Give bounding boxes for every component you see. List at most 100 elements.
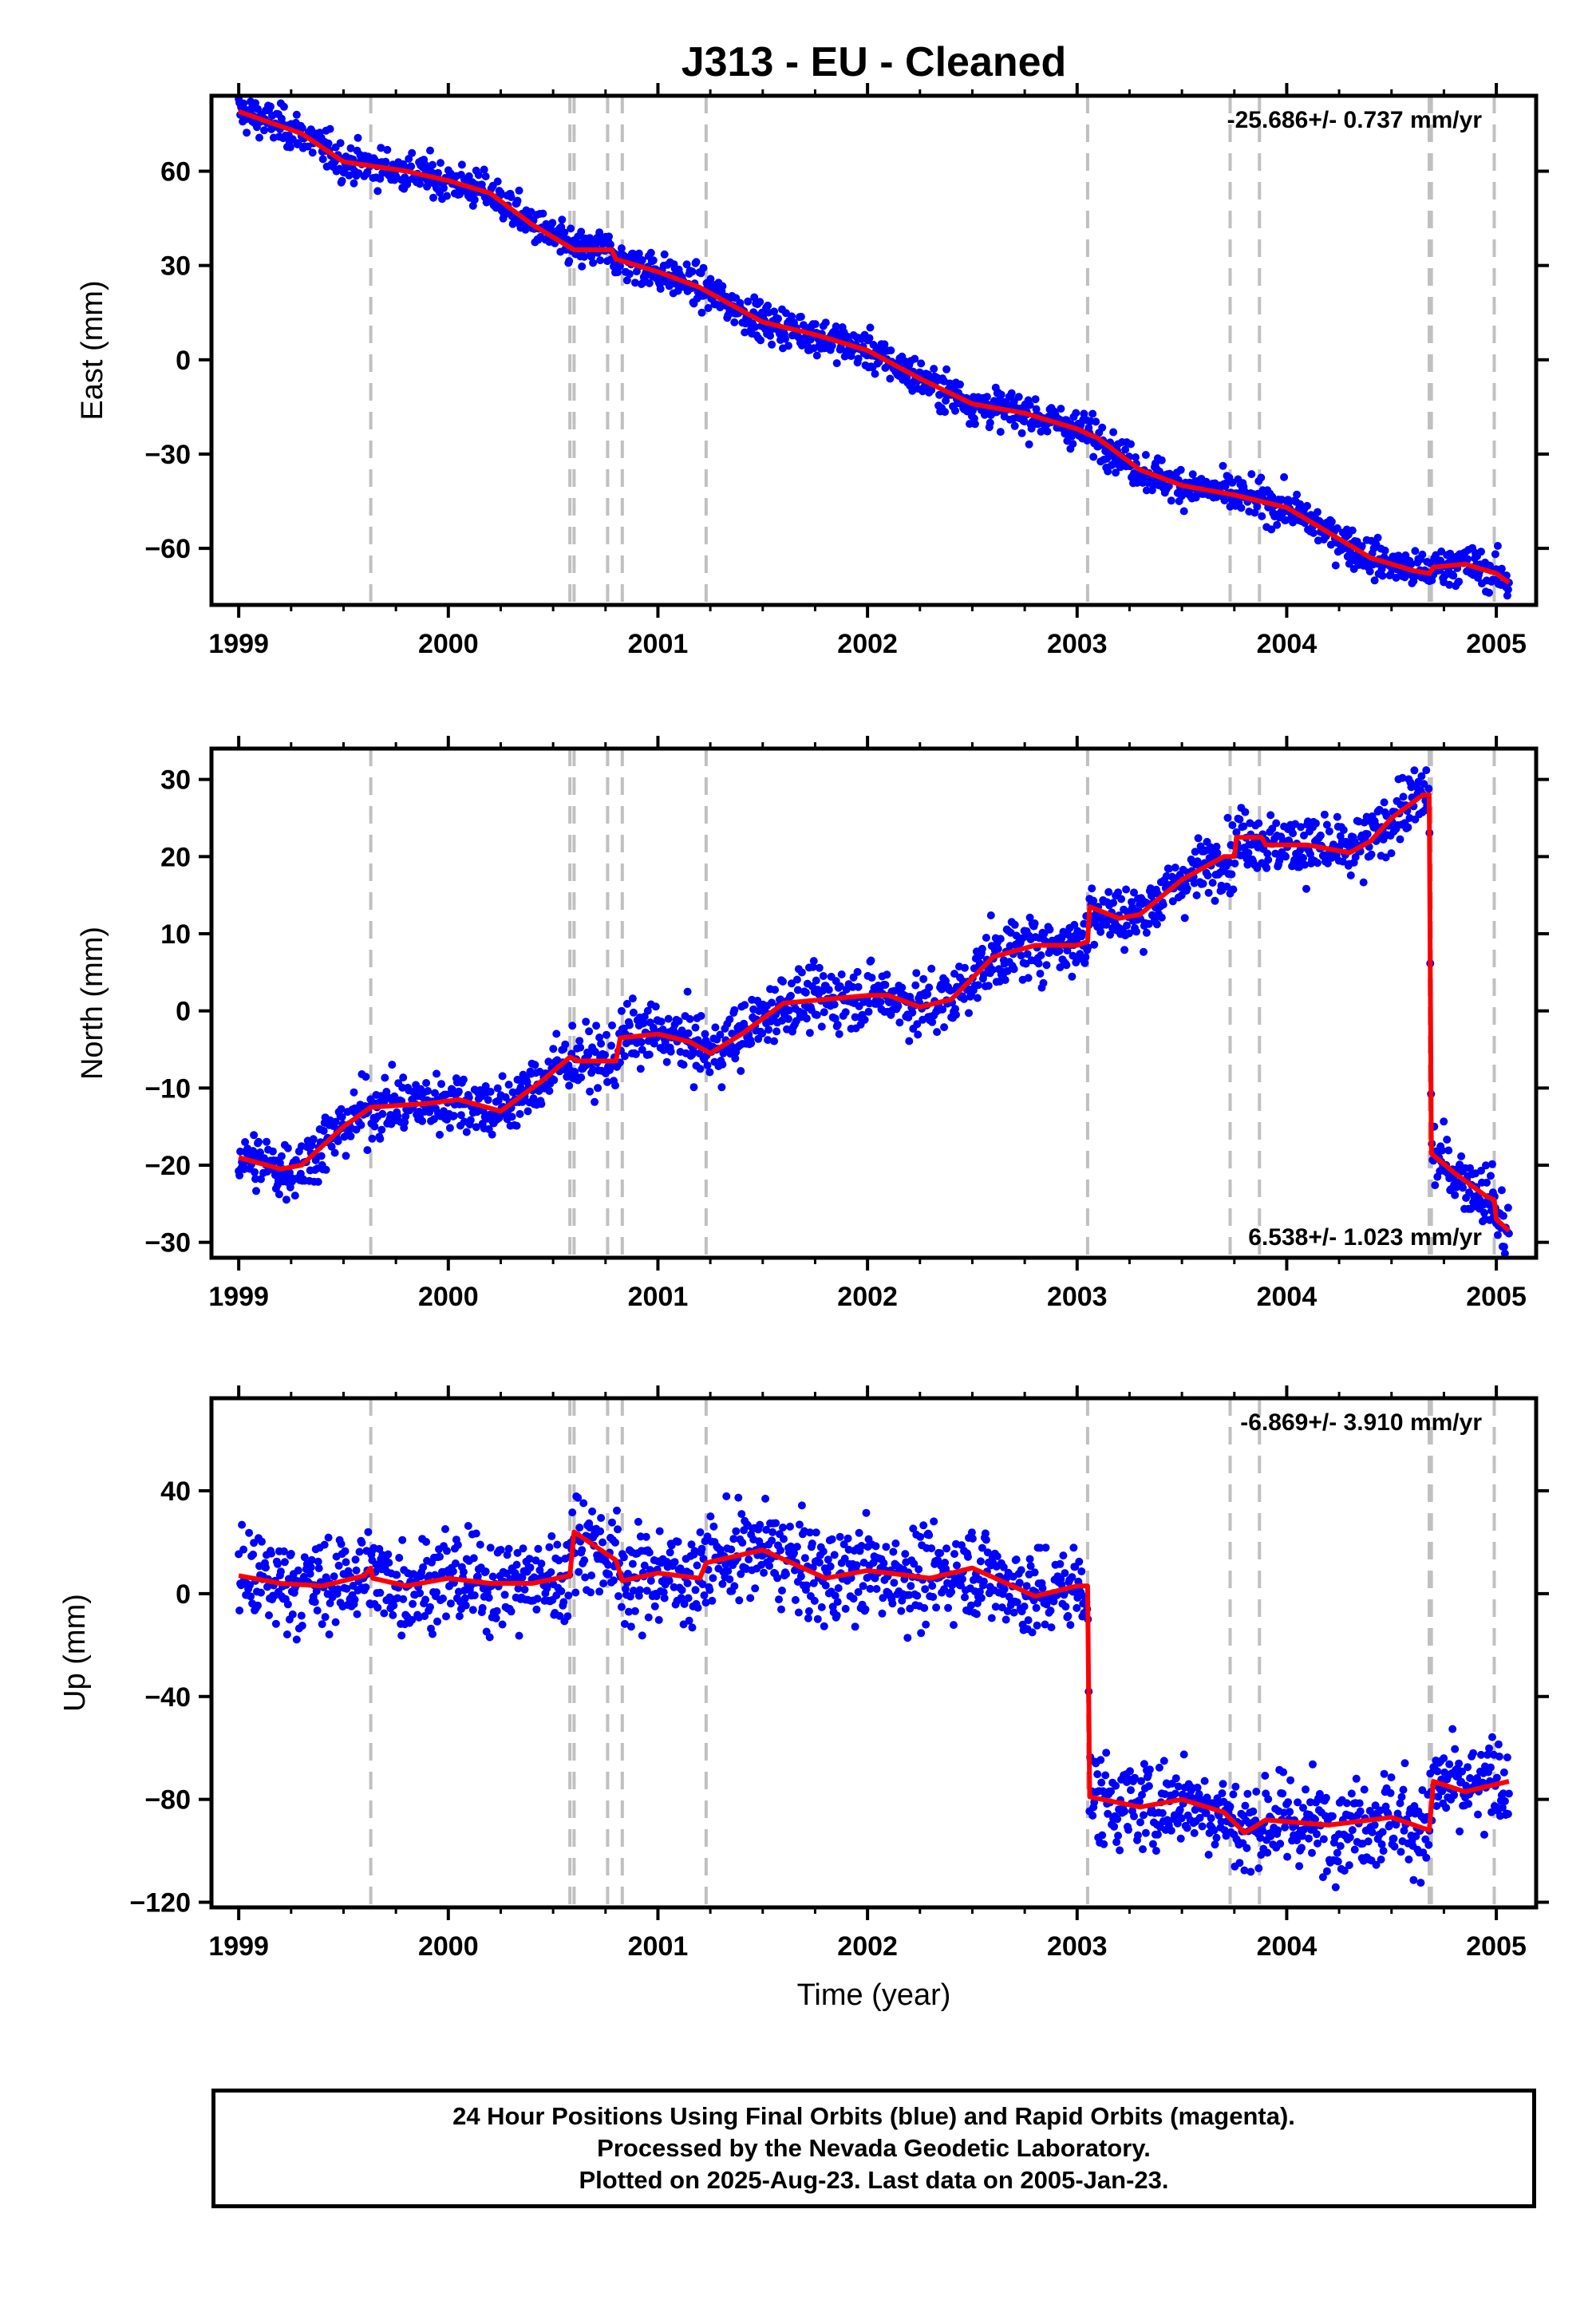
up-data-point [857, 1542, 866, 1550]
east-data-point [434, 168, 442, 177]
east-data-point [481, 172, 490, 180]
up-data-point [1195, 1790, 1203, 1799]
up-data-point [921, 1585, 930, 1594]
north-data-point [508, 1113, 516, 1121]
north-data-point [283, 1144, 292, 1152]
up-data-point [545, 1543, 554, 1551]
east-data-point [970, 420, 979, 429]
up-data-point [979, 1577, 988, 1586]
north-data-point [819, 972, 828, 980]
north-data-point [938, 985, 946, 994]
north-data-point [1302, 884, 1310, 893]
east-data-point [243, 128, 251, 137]
up-data-point [262, 1563, 270, 1572]
up-data-point [1061, 1603, 1070, 1611]
up-data-point [1231, 1782, 1240, 1791]
up-data-point [941, 1559, 950, 1567]
north-data-point [1477, 1166, 1485, 1175]
up-data-point [1077, 1567, 1086, 1575]
up-data-point [306, 1563, 315, 1571]
east-data-point [354, 133, 362, 142]
east-data-point [622, 276, 631, 285]
east-data-point [1025, 440, 1033, 449]
up-data-point [823, 1568, 832, 1577]
up-data-point [605, 1570, 613, 1579]
north-data-point [565, 1081, 574, 1090]
up-data-point [1174, 1782, 1183, 1791]
up-data-point [1314, 1839, 1321, 1848]
up-data-point [1308, 1848, 1316, 1857]
north-data-point [1003, 966, 1012, 975]
up-data-point [515, 1631, 523, 1640]
up-data-point [1229, 1790, 1238, 1799]
north-data-point [418, 1117, 427, 1125]
up-data-point [351, 1555, 360, 1564]
up-data-point [1107, 1787, 1116, 1796]
north-data-point [549, 1045, 558, 1053]
north-data-point [942, 977, 950, 986]
up-data-point [991, 1603, 1000, 1611]
up-data-point [791, 1595, 800, 1604]
north-data-point [1211, 896, 1219, 905]
up-data-point [342, 1584, 351, 1593]
up-data-point [1488, 1733, 1496, 1741]
north-data-point [602, 1030, 610, 1039]
up-data-point [1177, 1814, 1186, 1823]
up-data-point [859, 1582, 867, 1591]
up-data-point [977, 1594, 986, 1603]
up-data-point [851, 1622, 859, 1631]
north-y-tick-label: 20 [160, 842, 191, 872]
up-data-point [919, 1521, 928, 1530]
up-data-point [638, 1631, 646, 1640]
east-data-point [1188, 470, 1197, 479]
east-data-point [383, 145, 392, 154]
north-data-point [1431, 1181, 1440, 1190]
north-data-point [433, 1069, 440, 1078]
north-data-point [1142, 928, 1151, 937]
east-data-point [513, 196, 522, 205]
up-data-point [1210, 1826, 1219, 1835]
east-data-point [718, 282, 727, 290]
up-data-point [705, 1586, 714, 1595]
up-data-point [621, 1585, 630, 1593]
up-data-point [610, 1576, 618, 1585]
east-x-tick-label: 2005 [1466, 629, 1527, 659]
up-data-point [685, 1616, 693, 1625]
north-data-point [802, 1014, 811, 1023]
up-data-point [1073, 1603, 1081, 1612]
up-data-point [917, 1629, 926, 1638]
up-data-point [1404, 1856, 1413, 1863]
north-x-tick-label: 2003 [1047, 1282, 1108, 1312]
up-data-point [579, 1499, 588, 1508]
north-data-point [1289, 829, 1298, 838]
up-data-point [872, 1585, 881, 1593]
east-data-point [812, 351, 821, 360]
up-data-point [903, 1634, 912, 1642]
up-data-point [586, 1524, 595, 1531]
up-data-point [1464, 1763, 1472, 1772]
up-data-point [680, 1599, 689, 1608]
up-data-point [796, 1572, 805, 1581]
east-data-point [286, 143, 294, 152]
up-data-point [258, 1537, 266, 1546]
north-data-point [1300, 831, 1308, 840]
north-data-point [1410, 766, 1419, 775]
up-data-point [265, 1611, 273, 1619]
north-data-point [974, 981, 982, 990]
up-data-point [1098, 1831, 1107, 1840]
north-data-point [1089, 896, 1098, 905]
north-data-point [1440, 1117, 1448, 1126]
up-data-point [498, 1620, 507, 1629]
north-data-point [449, 1112, 458, 1120]
up-data-point [397, 1631, 406, 1640]
north-data-point [1398, 773, 1407, 782]
up-data-point [697, 1544, 706, 1553]
north-data-point [437, 1080, 445, 1089]
north-data-point [1117, 895, 1126, 903]
up-data-point [777, 1605, 785, 1614]
up-data-point [337, 1539, 346, 1548]
north-data-point [674, 1017, 683, 1026]
north-data-point [815, 963, 824, 972]
north-data-point [703, 1061, 712, 1069]
east-data-point [1069, 440, 1077, 449]
